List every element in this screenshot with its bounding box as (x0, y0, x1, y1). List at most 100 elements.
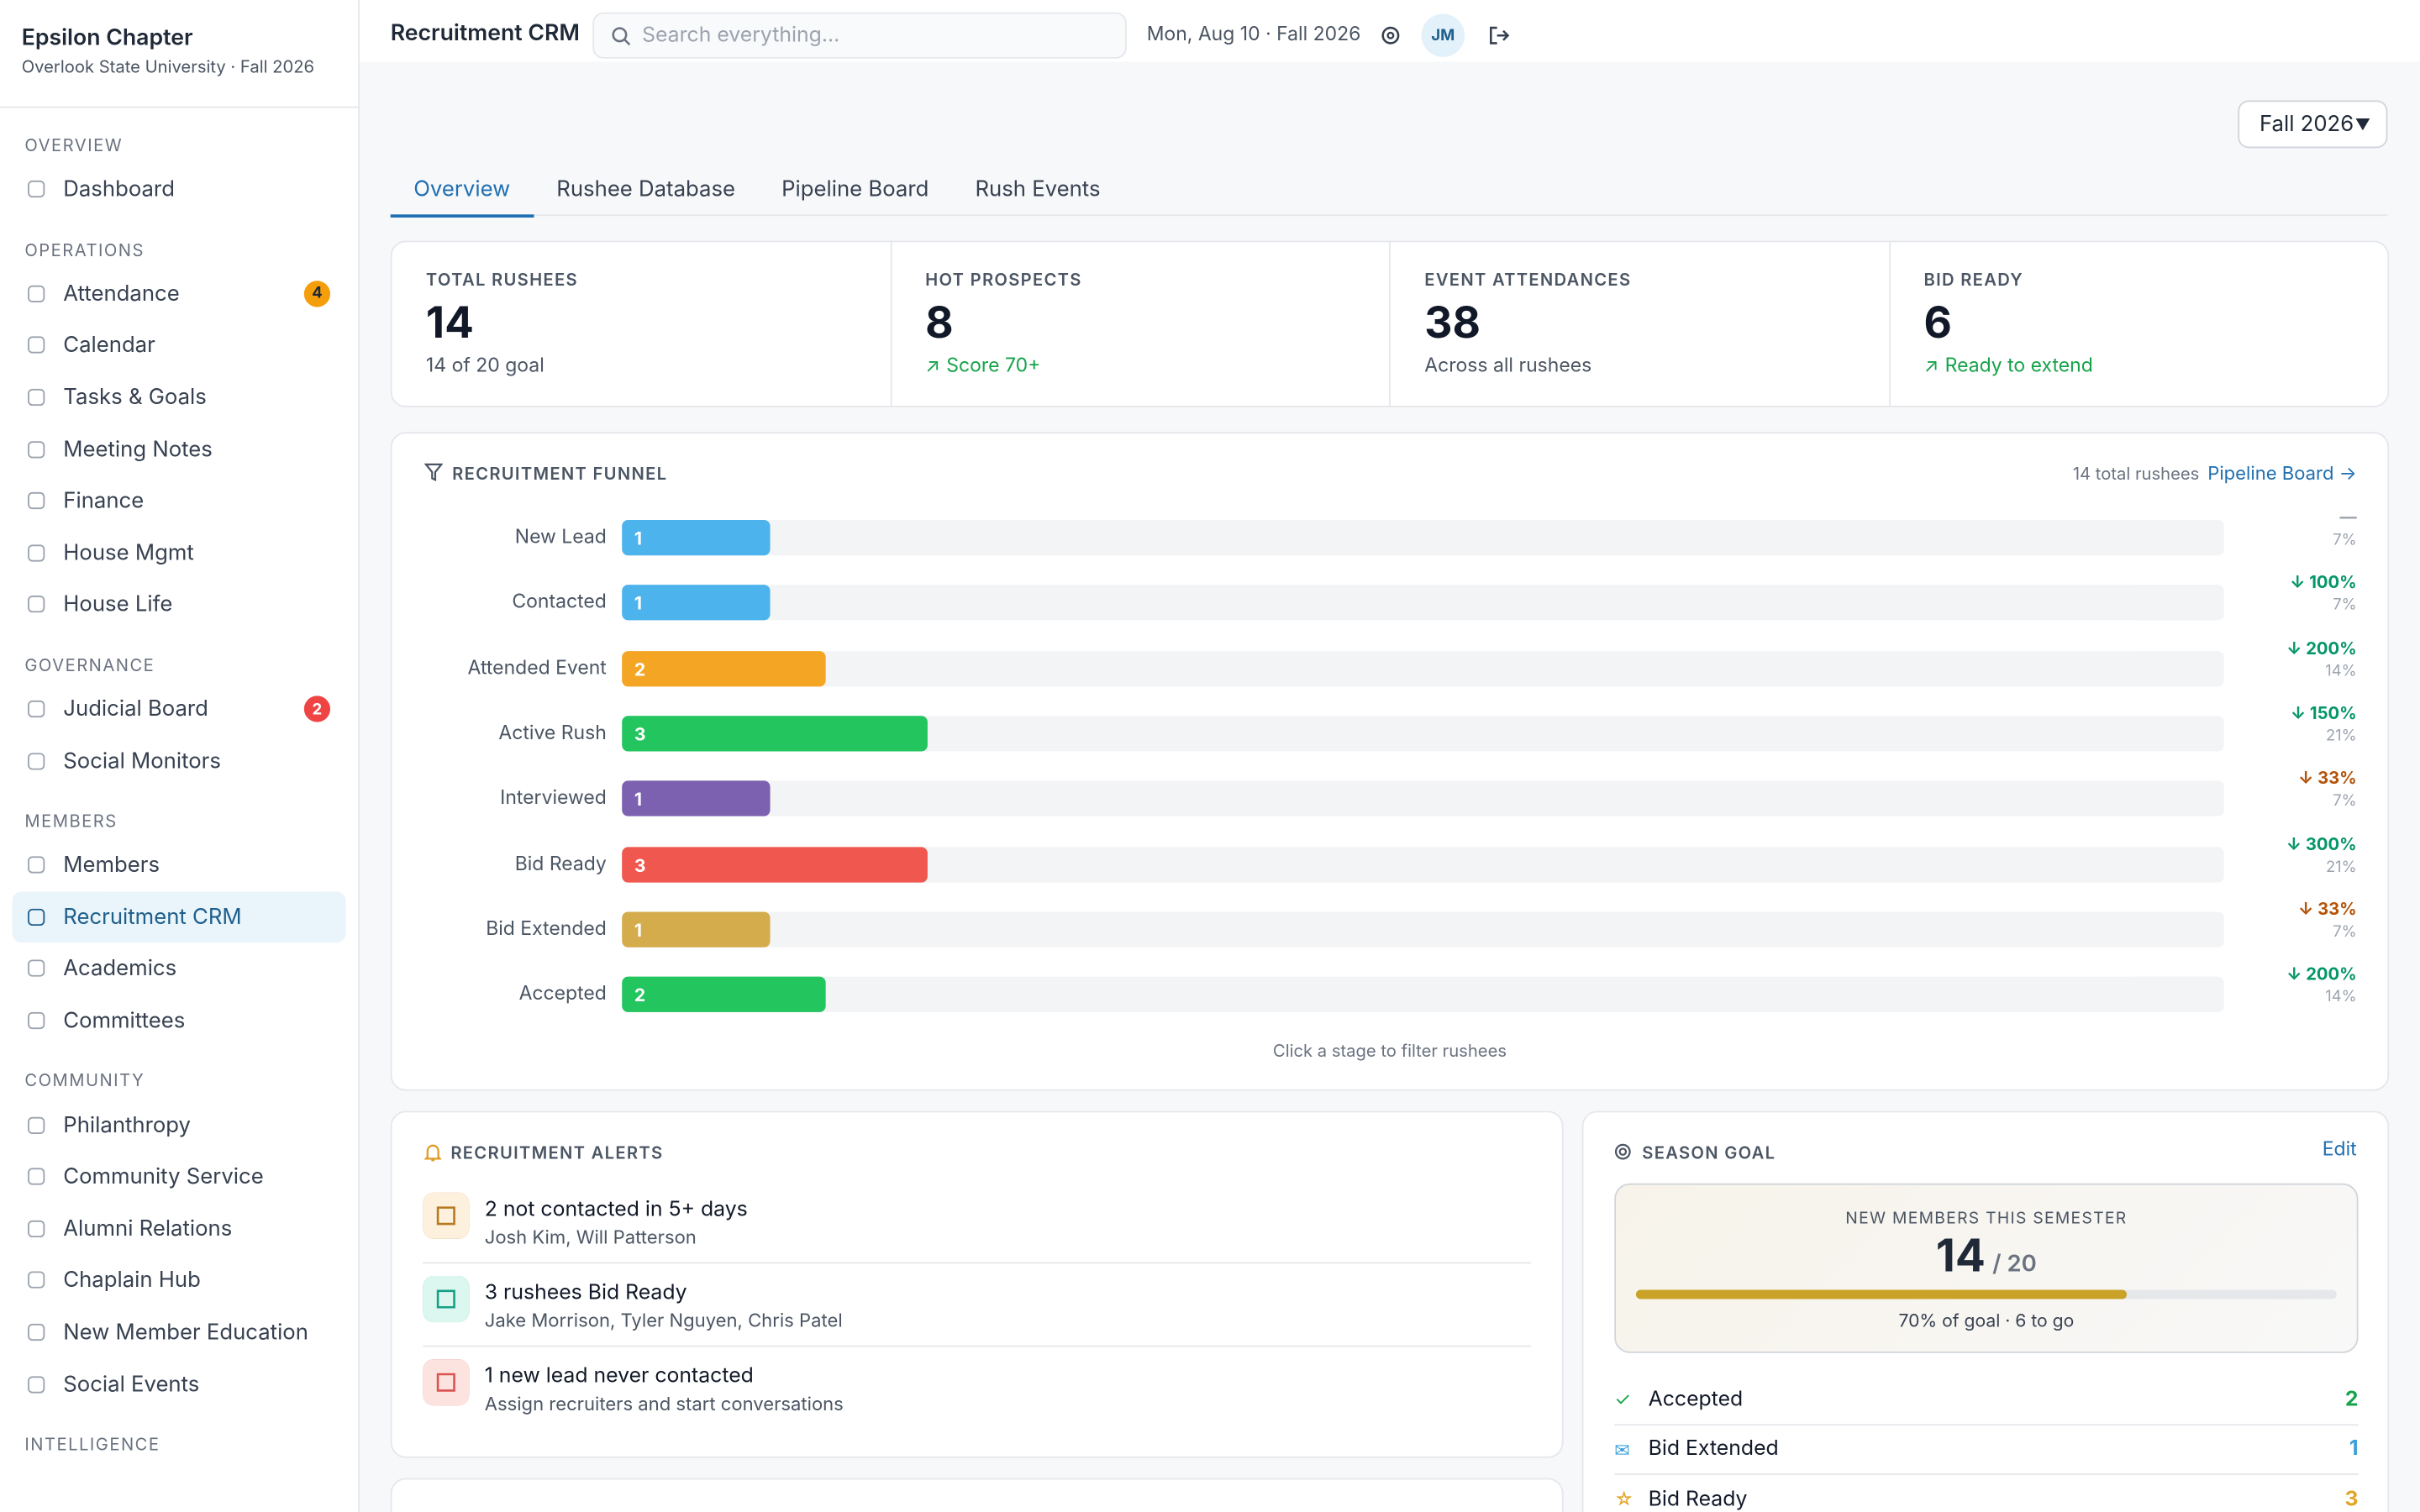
stat: BID READY 6 ↗ Ready to extend (1888, 242, 2387, 407)
nav-item[interactable]: House Mgmt (13, 527, 346, 579)
nav-item[interactable]: Meeting Notes (13, 423, 346, 475)
alert-icon (423, 1359, 470, 1406)
stage-label[interactable]: Contacted (512, 591, 607, 615)
page-title: Recruitment CRM (390, 19, 580, 47)
stage-count: 1 (634, 592, 643, 615)
goal-row: ✉ Bid Extended 1 (1614, 1425, 2359, 1475)
nav-icon (28, 1116, 45, 1134)
nav-item[interactable]: Community Service (13, 1151, 346, 1203)
stat: HOT PROSPECTS 8 ↗ Score 70+ (889, 242, 1389, 407)
tab[interactable]: Overview (390, 166, 534, 218)
stat: TOTAL RUSHEES 14 14 of 20 goal (392, 242, 890, 406)
search-box[interactable]: Search everything... (592, 12, 1127, 59)
stat-value: 38 (1424, 296, 1481, 349)
alert-title[interactable]: 2 not contacted in 5+ days (484, 1197, 748, 1222)
stage-label[interactable]: Bid Ready (514, 852, 607, 876)
nav-item[interactable]: Calendar (13, 320, 346, 372)
nav-item[interactable]: Dashboard (13, 164, 346, 216)
stage-change: ↓ 200% (2286, 636, 2357, 659)
nav-item[interactable]: Committees (13, 995, 346, 1047)
nav-item[interactable]: Members (13, 839, 346, 891)
stat-sub-text: 14 of 20 goal (425, 354, 544, 378)
goal-count: 1 (2349, 1436, 2359, 1462)
stage-bar[interactable]: 1 (622, 585, 771, 621)
nav-item[interactable]: New Member Education (13, 1306, 346, 1358)
stat-sub: Across all rushees (1424, 354, 1854, 378)
stage-label[interactable]: New Lead (514, 526, 607, 549)
trend-icon: ↗ (1923, 354, 1939, 378)
stage-label[interactable]: Bid Extended (486, 917, 607, 942)
nav-icon (28, 440, 45, 458)
stage-share: 21% (2325, 857, 2357, 876)
stage-label[interactable]: Accepted (518, 983, 607, 1006)
nav-label: Calendar (63, 332, 155, 360)
nav-heading: MEMBERS (24, 810, 118, 832)
goal-caption: NEW MEMBERS THIS SEMESTER (1845, 1208, 2128, 1229)
conversion-card (390, 1478, 1564, 1512)
tab[interactable]: Pipeline Board (781, 176, 929, 202)
nav-heading: OPERATIONS (24, 238, 145, 260)
nav-item[interactable]: Tasks & Goals (13, 371, 346, 423)
nav-item[interactable]: House Life (13, 579, 346, 631)
settings-icon[interactable] (1380, 24, 1402, 46)
tabs: Overview Rushee Database Pipeline Board Rus… (390, 166, 2388, 218)
stage-bar[interactable]: 3 (622, 846, 928, 882)
nav-item[interactable]: Attendance 4 (13, 268, 346, 320)
stage-track (622, 911, 2224, 948)
stage-share: 7% (2333, 596, 2357, 615)
stage-change: ↓ 100% (2290, 571, 2357, 593)
alert-detail: Josh Kim, Will Patterson (484, 1225, 697, 1248)
nav-item[interactable]: Alumni Relations (13, 1203, 346, 1255)
nav-item[interactable]: Philanthropy (13, 1099, 346, 1151)
stage-bar[interactable]: 2 (622, 976, 826, 1013)
goal-current: 14 (1935, 1228, 1986, 1283)
alert-title[interactable]: 3 rushees Bid Ready (484, 1280, 687, 1305)
nav-label: Social Events (63, 1371, 200, 1398)
nav-item[interactable]: Academics (13, 942, 346, 995)
alerts-card: RECRUITMENT ALERTS 2 not contacted in 5+… (390, 1110, 1564, 1458)
stage-bar[interactable]: 1 (622, 519, 771, 556)
avatar[interactable]: JM (1421, 13, 1465, 57)
stage-change: ↓ 150% (2290, 701, 2357, 724)
nav-item[interactable]: Finance (13, 475, 346, 528)
goal-icon: ✉ (1614, 1437, 1630, 1461)
stage-change: ↓ 33% (2298, 767, 2357, 789)
alert-divider (423, 1262, 1532, 1264)
stage-label[interactable]: Attended Event (467, 656, 607, 680)
nav-label: Committees (63, 1007, 186, 1034)
stage-bar[interactable]: 1 (622, 911, 771, 948)
pipeline-link[interactable]: Pipeline Board → (2207, 461, 2357, 485)
nav-item[interactable]: Social Events (13, 1358, 346, 1410)
alert-title[interactable]: 1 new lead never contacted (484, 1363, 754, 1389)
stage-bar[interactable]: 3 (622, 716, 928, 752)
nav-icon (28, 960, 45, 978)
tab[interactable]: Rushee Database (556, 176, 736, 202)
nav-label: House Mgmt (63, 539, 194, 566)
nav-label: Finance (63, 487, 145, 515)
stat-value: 14 (425, 296, 474, 349)
nav-item[interactable]: Social Monitors (13, 735, 346, 787)
progress-track (1635, 1289, 2337, 1299)
goal-title: SEASON GOAL (1642, 1142, 1776, 1163)
stage-label[interactable]: Active Rush (498, 722, 607, 745)
stat-sub-text: Score 70+ (946, 354, 1041, 378)
logout-icon[interactable] (1488, 24, 1510, 46)
goal-edit[interactable]: Edit (2322, 1138, 2357, 1163)
org-header: Epsilon Chapter Overlook State Universit… (0, 0, 359, 108)
alerts-title: RECRUITMENT ALERTS (450, 1142, 664, 1163)
stage-bar[interactable]: 1 (622, 780, 771, 816)
stage-bar[interactable]: 2 (622, 650, 826, 686)
stage-track (622, 519, 2224, 556)
term-select[interactable]: Fall 2026 ▼ (2238, 100, 2388, 149)
nav-icon (28, 752, 45, 769)
nav-item[interactable]: Judicial Board 2 (13, 683, 346, 735)
goal-count: 14 / 20 (1616, 1228, 2357, 1282)
nav-item[interactable]: Chaplain Hub (13, 1254, 346, 1306)
stage-change: ↓ 33% (2298, 897, 2357, 920)
nav-item[interactable]: Recruitment CRM (12, 890, 346, 943)
nav-heading: COMMUNITY (24, 1069, 145, 1092)
nav-icon (28, 908, 45, 926)
tab[interactable]: Rush Events (975, 176, 1101, 202)
stage-label[interactable]: Interviewed (500, 787, 607, 811)
